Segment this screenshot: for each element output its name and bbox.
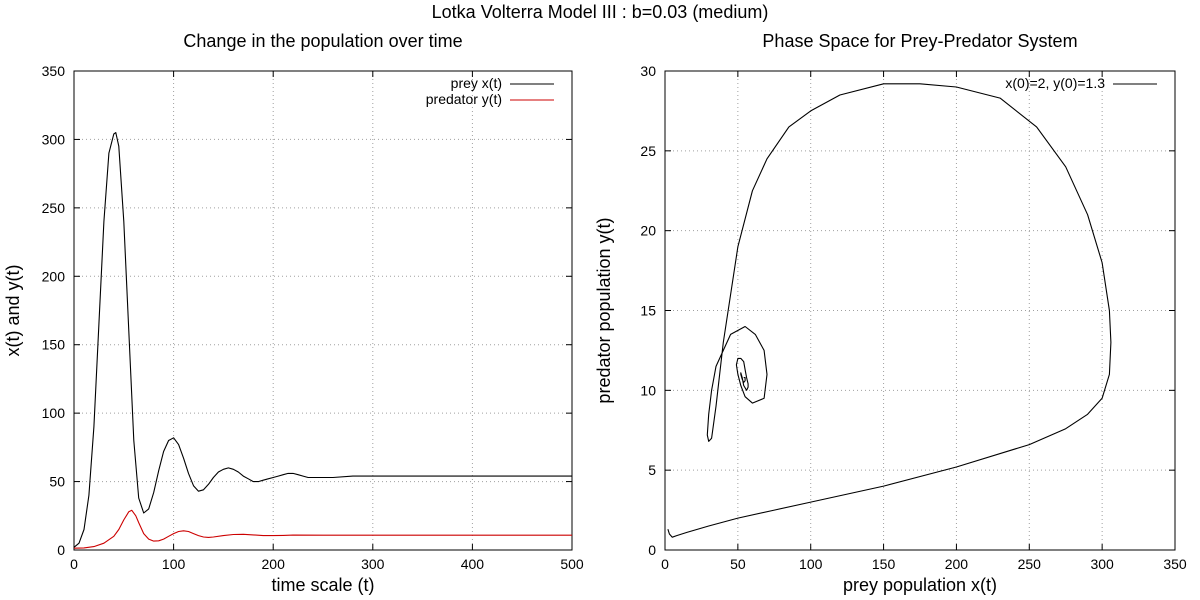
time-series-panel: 0 100 200 300 400 500 0 50 100 150 200 250 300 350 pre… (3, 31, 584, 595)
y-tick-label: 350 (42, 63, 66, 79)
legend-label-0: x(0)=2, y(0)=1.3 (1005, 75, 1105, 91)
series-line-0 (73, 132, 572, 548)
legend-label-0: prey x(t) (451, 75, 502, 91)
y-tick-label: 15 (640, 303, 656, 319)
y-tick-label: 250 (42, 200, 66, 216)
series-line-0 (667, 83, 1112, 538)
x-tick-label: 300 (1090, 556, 1114, 572)
y-tick-label: 300 (42, 131, 66, 147)
x-tick-label: 350 (1163, 556, 1187, 572)
x-tick-label: 100 (162, 556, 186, 572)
plot-frame (73, 70, 573, 551)
phase-chart-title: Phase Space for Prey-Predator System (762, 31, 1077, 51)
y-tick-label: 150 (42, 337, 66, 353)
y-tick-label: 100 (42, 405, 66, 421)
y-tick-label: 10 (640, 382, 656, 398)
y-tick-label: 0 (57, 542, 65, 558)
phase-x-axis-label: prey population x(t) (843, 575, 997, 595)
figure-suptitle: Lotka Volterra Model III : b=0.03 (mediu… (432, 2, 769, 22)
y-tick-label: 30 (640, 63, 656, 79)
x-tick-label: 150 (872, 556, 896, 572)
phase-space-panel: 0 50 100 150 200 250 300 350 0 5 10 15 20 25 30 x(0)=2,… (594, 31, 1187, 595)
x-tick-label: 400 (461, 556, 485, 572)
series-line-1 (73, 509, 572, 549)
x-tick-label: 0 (661, 556, 669, 572)
plot-frame (664, 70, 1176, 551)
y-tick-label: 25 (640, 143, 656, 159)
x-tick-label: 500 (560, 556, 584, 572)
legend-label-1: predator y(t) (426, 91, 502, 107)
x-tick-label: 250 (1018, 556, 1042, 572)
x-tick-label: 200 (262, 556, 286, 572)
time-y-axis-label: x(t) and y(t) (3, 264, 23, 356)
y-tick-label: 5 (648, 462, 656, 478)
x-tick-label: 100 (799, 556, 823, 572)
y-tick-label: 0 (648, 542, 656, 558)
time-chart-title: Change in the population over time (183, 31, 462, 51)
phase-y-axis-label: predator population y(t) (594, 217, 614, 403)
y-tick-label: 200 (42, 268, 66, 284)
x-tick-label: 50 (730, 556, 746, 572)
x-tick-label: 200 (945, 556, 969, 572)
time-x-axis-label: time scale (t) (271, 575, 374, 595)
x-tick-label: 0 (70, 556, 78, 572)
y-tick-label: 50 (49, 474, 65, 490)
y-tick-label: 20 (640, 223, 656, 239)
x-tick-label: 300 (361, 556, 385, 572)
